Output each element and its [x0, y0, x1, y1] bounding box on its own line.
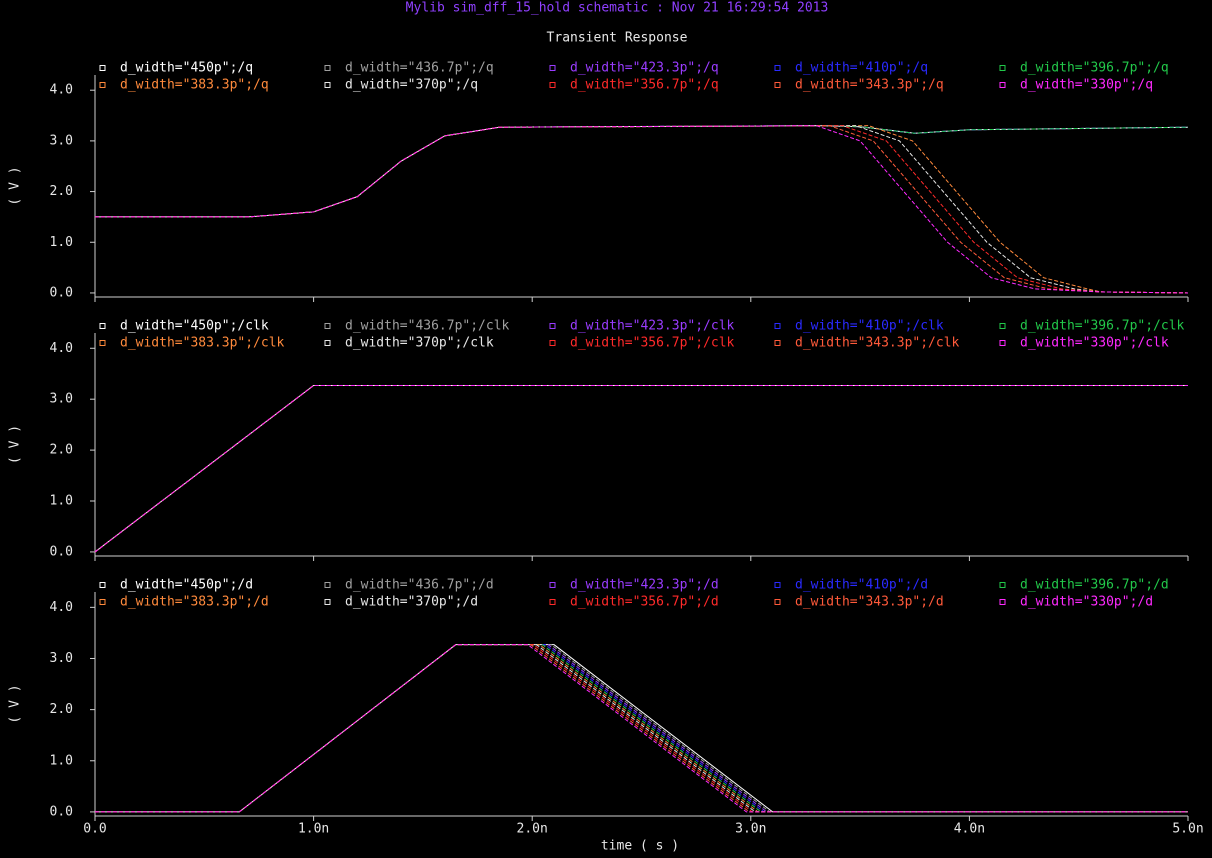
- y-tick-label: 0.0: [50, 804, 73, 819]
- legend-marker: [999, 599, 1006, 605]
- x-tick-label: 1.0n: [298, 822, 329, 837]
- legend-marker: [549, 65, 556, 71]
- legend-label: d_width="396.7p";/d: [1020, 578, 1169, 593]
- legend-marker: [999, 323, 1006, 329]
- y-tick-label: 0.0: [50, 285, 73, 300]
- legend-marker: [549, 323, 556, 329]
- legend-marker: [99, 582, 106, 588]
- legend-label: d_width="410p";/q: [795, 61, 928, 76]
- x-tick-label: 3.0n: [735, 822, 766, 837]
- legend-marker: [774, 340, 781, 346]
- legend-marker: [999, 82, 1006, 88]
- legend-marker: [999, 65, 1006, 71]
- legend-label: d_width="423.3p";/clk: [570, 319, 735, 334]
- legend-label: d_width="370p";/d: [345, 595, 478, 610]
- x-tick-label: 0.0: [83, 822, 106, 837]
- legend-marker: [999, 582, 1006, 588]
- legend-marker: [549, 599, 556, 605]
- legend-marker: [774, 65, 781, 71]
- x-axis-label: time ( s ): [601, 839, 679, 854]
- legend-label: d_width="410p";/clk: [795, 319, 944, 334]
- y-tick-label: 3.0: [50, 133, 73, 148]
- legend-marker: [774, 582, 781, 588]
- legend-label: d_width="396.7p";/clk: [1020, 319, 1185, 334]
- legend-marker: [99, 340, 106, 346]
- legend-marker: [549, 340, 556, 346]
- legend-label: d_width="383.3p";/clk: [120, 336, 285, 351]
- legend-label: d_width="343.3p";/q: [795, 78, 944, 93]
- legend-label: d_width="450p";/q: [120, 61, 253, 76]
- legend-label: d_width="370p";/q: [345, 78, 478, 93]
- legend-label: d_width="343.3p";/d: [795, 595, 944, 610]
- x-tick-label: 5.0n: [1172, 822, 1203, 837]
- y-tick-label: 1.0: [50, 235, 73, 250]
- legend-marker: [99, 323, 106, 329]
- legend-label: d_width="436.7p";/clk: [345, 319, 510, 334]
- legend-marker: [99, 599, 106, 605]
- window-header: Mylib sim_dff_15_hold schematic : Nov 21…: [406, 1, 829, 16]
- legend-label: d_width="370p";/clk: [345, 336, 494, 351]
- legend-marker: [324, 599, 331, 605]
- legend-label: d_width="330p";/q: [1020, 78, 1153, 93]
- waveform: [94, 384, 1188, 553]
- y-tick-label: 4.0: [50, 341, 73, 356]
- legend-label: d_width="436.7p";/d: [345, 578, 494, 593]
- legend-marker: [774, 323, 781, 329]
- legend-marker: [774, 82, 781, 88]
- legend-marker: [99, 65, 106, 71]
- legend-marker: [99, 82, 106, 88]
- legend-marker: [324, 582, 331, 588]
- legend-marker: [324, 65, 331, 71]
- legend-marker: [774, 599, 781, 605]
- legend-label: d_width="330p";/d: [1020, 595, 1153, 610]
- legend-marker: [999, 340, 1006, 346]
- legend-label: d_width="450p";/clk: [120, 319, 269, 334]
- y-axis-label: ( V ): [8, 166, 23, 205]
- legend-label: d_width="450p";/d: [120, 578, 253, 593]
- y-tick-label: 4.0: [50, 600, 73, 615]
- y-tick-label: 2.0: [50, 443, 73, 458]
- y-tick-label: 4.0: [50, 83, 73, 98]
- legend-marker: [549, 82, 556, 88]
- y-tick-label: 2.0: [50, 184, 73, 199]
- legend-marker: [324, 340, 331, 346]
- waveform: [95, 644, 1188, 813]
- legend-label: d_width="383.3p";/q: [120, 78, 269, 93]
- legend-label: d_width="423.3p";/d: [570, 578, 719, 593]
- legend-label: d_width="356.7p";/clk: [570, 336, 735, 351]
- x-tick-label: 4.0n: [954, 822, 985, 837]
- y-tick-label: 1.0: [50, 494, 73, 509]
- y-tick-label: 3.0: [50, 392, 73, 407]
- y-axis-label: ( V ): [8, 684, 23, 723]
- legend-label: d_width="436.7p";/q: [345, 61, 494, 76]
- legend-marker: [324, 323, 331, 329]
- waveform: [95, 125, 1189, 294]
- x-tick-label: 2.0n: [517, 822, 548, 837]
- legend-label: d_width="410p";/d: [795, 578, 928, 593]
- legend-label: d_width="356.7p";/q: [570, 78, 719, 93]
- y-tick-label: 2.0: [50, 702, 73, 717]
- legend-marker: [324, 82, 331, 88]
- legend-label: d_width="356.7p";/d: [570, 595, 719, 610]
- legend-marker: [549, 582, 556, 588]
- legend-label: d_width="383.3p";/d: [120, 595, 269, 610]
- y-tick-label: 3.0: [50, 651, 73, 666]
- chart-title: Transient Response: [547, 31, 688, 46]
- legend-label: d_width="330p";/clk: [1020, 336, 1169, 351]
- legend-label: d_width="396.7p";/q: [1020, 61, 1169, 76]
- legend-label: d_width="343.3p";/clk: [795, 336, 960, 351]
- y-tick-label: 1.0: [50, 753, 73, 768]
- y-tick-label: 0.0: [50, 544, 73, 559]
- y-axis-label: ( V ): [8, 425, 23, 464]
- legend-label: d_width="423.3p";/q: [570, 61, 719, 76]
